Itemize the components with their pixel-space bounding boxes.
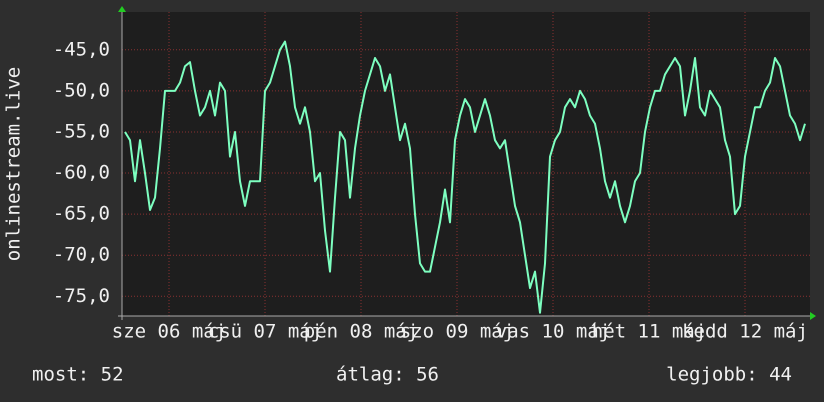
y-tick-label: -55,0 [53, 120, 110, 142]
y-tick-label: -60,0 [53, 162, 110, 184]
x-tick-label: szo 09 máj [400, 321, 514, 343]
y-tick-label: -75,0 [53, 285, 110, 307]
x-axis-arrow [810, 312, 816, 320]
y-tick-label: -45,0 [53, 38, 110, 60]
x-tick-label: kedd 12 máj [682, 321, 808, 343]
data-line [124, 40, 806, 314]
y-tick-label: -50,0 [53, 79, 110, 101]
x-tick-label: pén 08 máj [304, 321, 418, 343]
x-tick-label: hét 11 máj [592, 321, 706, 343]
y-tick-label: -65,0 [53, 203, 110, 225]
y-axis-arrow [118, 6, 126, 12]
x-tick-label: sze 06 máj [112, 321, 226, 343]
y-axis-label: onlinestream.live [3, 67, 25, 261]
plot-area [122, 12, 810, 316]
stat-current: most: 52 [32, 364, 124, 386]
x-tick-label: vas 10 máj [496, 321, 610, 343]
stat-best: legjobb: 44 [666, 364, 792, 386]
x-tick-label: csü 07 máj [208, 321, 322, 343]
y-tick-label: -70,0 [53, 244, 110, 266]
stat-average: átlag: 56 [336, 364, 439, 386]
